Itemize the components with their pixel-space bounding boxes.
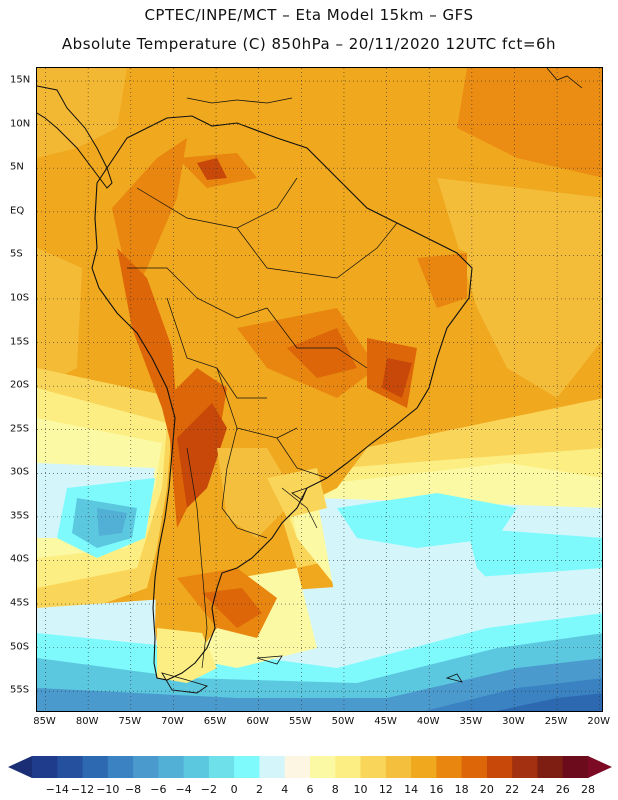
longitude-label: 75W <box>118 716 142 727</box>
longitude-label: 85W <box>33 716 56 727</box>
colorbar-cell <box>259 756 286 778</box>
latitude-label: EQ <box>10 205 25 217</box>
antilles <box>546 68 583 89</box>
colorbar-cell <box>562 756 589 778</box>
colorbar-label: 18 <box>454 783 469 796</box>
colorbar-label: 4 <box>281 783 289 796</box>
country-borders <box>127 177 398 669</box>
falkland-islands <box>256 655 283 665</box>
colorbar-cell <box>57 756 84 778</box>
coastline <box>91 115 473 681</box>
longitude-label: 25W <box>544 716 568 727</box>
longitude-label: 55W <box>289 716 312 727</box>
colorbar-label: 16 <box>429 783 444 796</box>
colorbar-label: 0 <box>230 783 238 796</box>
colorbar-cell <box>310 756 336 778</box>
colorbar-label: 10 <box>353 783 368 796</box>
colorbar-cell <box>461 756 488 778</box>
colorbar-label: 14 <box>404 783 419 796</box>
longitude-label: 80W <box>75 716 99 727</box>
map-subtitle: Absolute Temperature (C) 850hPa – 20/11/… <box>61 35 557 53</box>
colorbar-label: −4 <box>175 783 192 796</box>
longitude-label: 65W <box>203 716 227 727</box>
colorbar-cell <box>512 756 538 778</box>
colorbar-cell <box>360 756 387 778</box>
colorbar-cell <box>284 756 311 778</box>
colorbar-label: 22 <box>505 783 520 796</box>
graticule <box>37 68 602 711</box>
colorbar-cell <box>107 756 134 778</box>
latitude-label: 25S <box>10 423 30 435</box>
longitude-label: 70W <box>161 716 184 727</box>
latitude-label: 45S <box>10 597 30 609</box>
colorbar-label: −12 <box>70 783 95 796</box>
colorbar-cell <box>385 756 412 778</box>
latitude-label: 20S <box>10 379 30 391</box>
colorbar-label: 8 <box>331 783 339 796</box>
latitude-label: 15N <box>10 74 31 86</box>
colorbar-cell <box>436 756 463 778</box>
latitude-label: 5S <box>10 248 23 260</box>
colorbar-cell <box>335 756 362 778</box>
latitude-label: 55S <box>10 684 30 696</box>
latitude-label: 10N <box>10 118 31 130</box>
caribbean-islands <box>186 97 293 104</box>
longitude-label: 30W <box>502 716 525 727</box>
colorbar-label: −6 <box>150 783 167 796</box>
colorbar-label: 26 <box>555 783 570 796</box>
colorbar-cell <box>411 756 437 778</box>
colorbar-label: −10 <box>96 783 120 796</box>
colorbar-label: 2 <box>255 783 263 796</box>
lagoon <box>291 487 308 501</box>
colorbar-label: −14 <box>45 783 69 796</box>
colorbar-legend <box>8 756 612 778</box>
tierra-del-fuego <box>161 672 209 694</box>
longitude-label: 60W <box>246 716 269 727</box>
colorbar-label: −2 <box>200 783 218 796</box>
colorbar-cell <box>158 756 185 778</box>
longitude-label: 20W <box>587 716 611 727</box>
colorbar-cell <box>537 756 564 778</box>
latitude-label: 35S <box>10 510 30 522</box>
latitude-label: 30S <box>10 466 30 478</box>
colorbar-arrow-right <box>588 756 612 778</box>
longitude-label: 50W <box>331 716 355 727</box>
colorbar-label: 28 <box>581 783 595 796</box>
latitude-label: 15S <box>10 336 30 348</box>
colorbar-label: 12 <box>378 783 393 796</box>
temperature-map <box>36 67 603 712</box>
colorbar-cell <box>32 756 58 778</box>
map-title: CPTEC/INPE/MCT – Eta Model 15km – GFS <box>144 6 474 24</box>
latitude-label: 5N <box>10 161 24 173</box>
colorbar-cell <box>234 756 260 778</box>
land-temperature <box>87 118 467 683</box>
colorbar-cell <box>133 756 159 778</box>
longitude-label: 35W <box>459 716 483 727</box>
longitude-label: 40W <box>416 716 440 727</box>
colorbar-cell <box>208 756 235 778</box>
colorbar-label: −8 <box>124 783 142 796</box>
colorbar-label: 20 <box>479 783 494 796</box>
latitude-label: 40S <box>10 553 30 565</box>
colorbar-cell <box>82 756 109 778</box>
latitude-label: 10S <box>10 292 30 304</box>
central-america <box>37 85 113 189</box>
latitude-label: 50S <box>10 641 30 653</box>
colorbar-cell <box>486 756 513 778</box>
colorbar-arrow-left <box>8 756 32 778</box>
colorbar-label: 24 <box>530 783 545 796</box>
colorbar-label: 6 <box>306 783 314 796</box>
longitude-label: 45W <box>374 716 397 727</box>
south-georgia <box>445 673 463 683</box>
colorbar-cell <box>183 756 210 778</box>
